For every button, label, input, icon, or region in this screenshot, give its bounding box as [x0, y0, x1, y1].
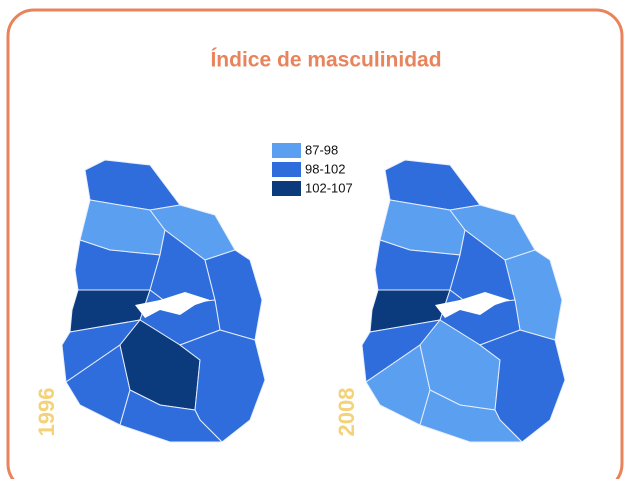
map: 1996: [34, 159, 266, 443]
legend-label: 102-107: [305, 180, 353, 195]
department: [419, 389, 524, 443]
legend-swatch: [272, 143, 301, 158]
legend-label: 87-98: [305, 142, 338, 157]
legend-label: 98-102: [305, 161, 345, 176]
maps: 1996 2008: [34, 159, 566, 443]
legend: 87-98 98-102 102-107: [272, 142, 353, 196]
year-label: 1996: [34, 388, 59, 437]
map: 2008: [334, 159, 566, 443]
lake: [135, 292, 210, 318]
lake: [435, 292, 510, 318]
title: Índice de masculinidad: [210, 49, 441, 72]
legend-swatch: [272, 181, 301, 196]
department: [478, 329, 566, 443]
legend-swatch: [272, 162, 301, 177]
department: [119, 389, 224, 443]
department: [178, 329, 266, 443]
year-label: 2008: [334, 388, 359, 437]
frame: [6, 8, 624, 479]
